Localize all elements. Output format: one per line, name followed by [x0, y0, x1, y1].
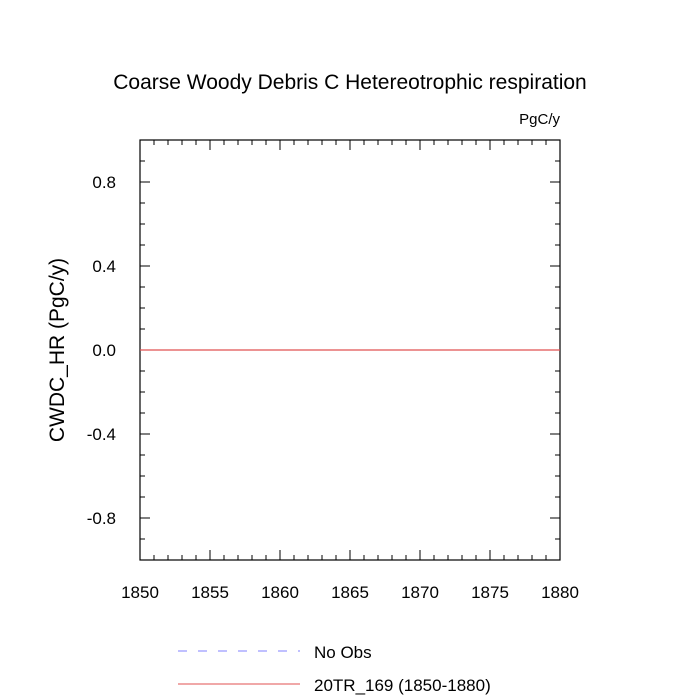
x-tick-label: 1880: [541, 583, 579, 602]
x-tick-label: 1865: [331, 583, 369, 602]
y-tick-label: 0.8: [92, 173, 116, 192]
legend: No Obs 20TR_169 (1850-1880): [178, 643, 491, 695]
y-tick-label: -0.8: [87, 509, 116, 528]
legend-label-1: 20TR_169 (1850-1880): [314, 676, 491, 695]
x-tick-label: 1860: [261, 583, 299, 602]
plot-area: 1850 1855 1860 1865 1870 1875 1880 -0.8 -0.4 0.0 0…: [87, 139, 579, 602]
legend-label-0: No Obs: [314, 643, 372, 662]
units-label: PgC/y: [519, 111, 560, 128]
y-axis-label: CWDC_HR (PgC/y): [46, 258, 69, 442]
y-tick-label: 0.4: [92, 257, 116, 276]
x-tick-label: 1870: [401, 583, 439, 602]
x-tick-label: 1850: [121, 583, 159, 602]
y-tick-label: -0.4: [87, 425, 116, 444]
y-tick-label: 0.0: [92, 341, 116, 360]
x-tick-label: 1875: [471, 583, 509, 602]
chart-title: Coarse Woody Debris C Hetereotrophic res…: [113, 71, 586, 94]
x-tick-label: 1855: [191, 583, 229, 602]
